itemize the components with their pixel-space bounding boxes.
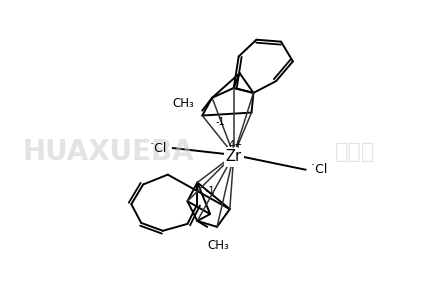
Text: 化学加: 化学加: [335, 142, 375, 162]
Text: -1: -1: [215, 117, 225, 127]
Text: ˙Cl: ˙Cl: [310, 163, 328, 176]
Text: -1: -1: [205, 186, 215, 196]
Text: ˙Cl: ˙Cl: [148, 142, 167, 155]
Text: Zr: Zr: [225, 149, 242, 164]
Text: CH₃: CH₃: [173, 97, 194, 110]
Text: CH₃: CH₃: [207, 239, 229, 252]
Text: HUAXUEBA: HUAXUEBA: [23, 138, 194, 166]
Text: 4+: 4+: [229, 140, 243, 150]
